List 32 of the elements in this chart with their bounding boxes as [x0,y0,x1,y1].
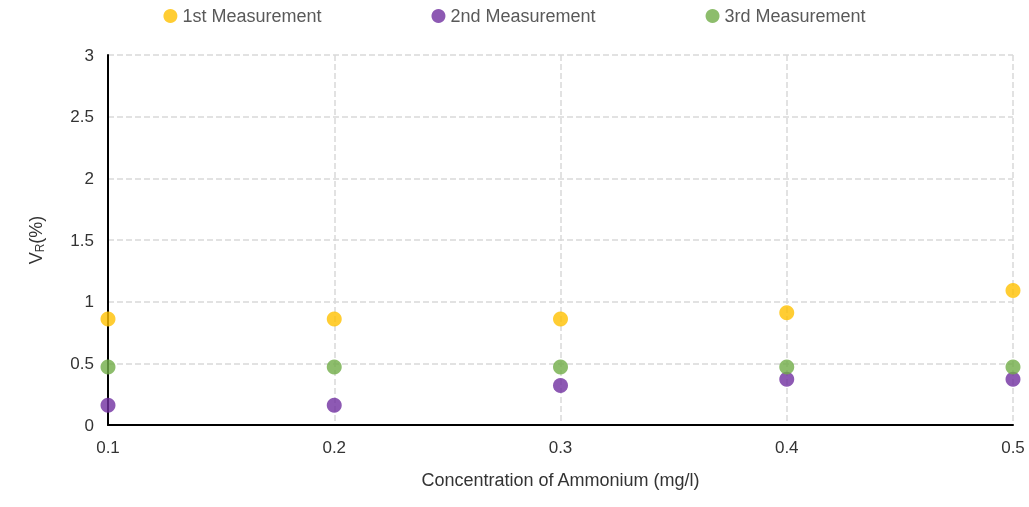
x-axis-title: Concentration of Ammonium (mg/l) [421,470,700,490]
point [326,311,342,327]
legend-label: 2nd Measurement [450,6,596,26]
x-tick-label: 0.3 [548,438,573,457]
point [326,397,342,413]
point [553,359,568,375]
point [100,311,116,327]
point [1005,359,1021,375]
y-tick-label: 1 [84,292,94,312]
point [779,305,795,321]
x-tick-label: 0.2 [322,438,347,457]
legend-label: 3rd Measurement [724,6,866,26]
point [553,378,568,394]
x-tick-label: 0.4 [774,438,799,457]
point [779,359,795,375]
y-tick-label: 0 [84,415,94,435]
point [100,397,116,413]
y-tick-label: 2 [84,168,94,188]
y-axis-title: VR(%) [26,215,47,265]
point [1005,283,1021,299]
point [1005,371,1021,387]
point [100,359,116,375]
y-tick-label: 0.5 [70,353,94,373]
x-tick-label: 0.1 [96,438,120,457]
point [553,311,568,327]
y-tick-label: 3 [84,45,94,65]
x-tick-label: 0.5 [1001,438,1025,457]
y-tick-label: 1.5 [70,230,94,250]
point [779,371,795,387]
y-tick-label: 2.5 [70,107,94,127]
point [326,359,342,375]
legend-label: 1st Measurement [182,6,322,26]
